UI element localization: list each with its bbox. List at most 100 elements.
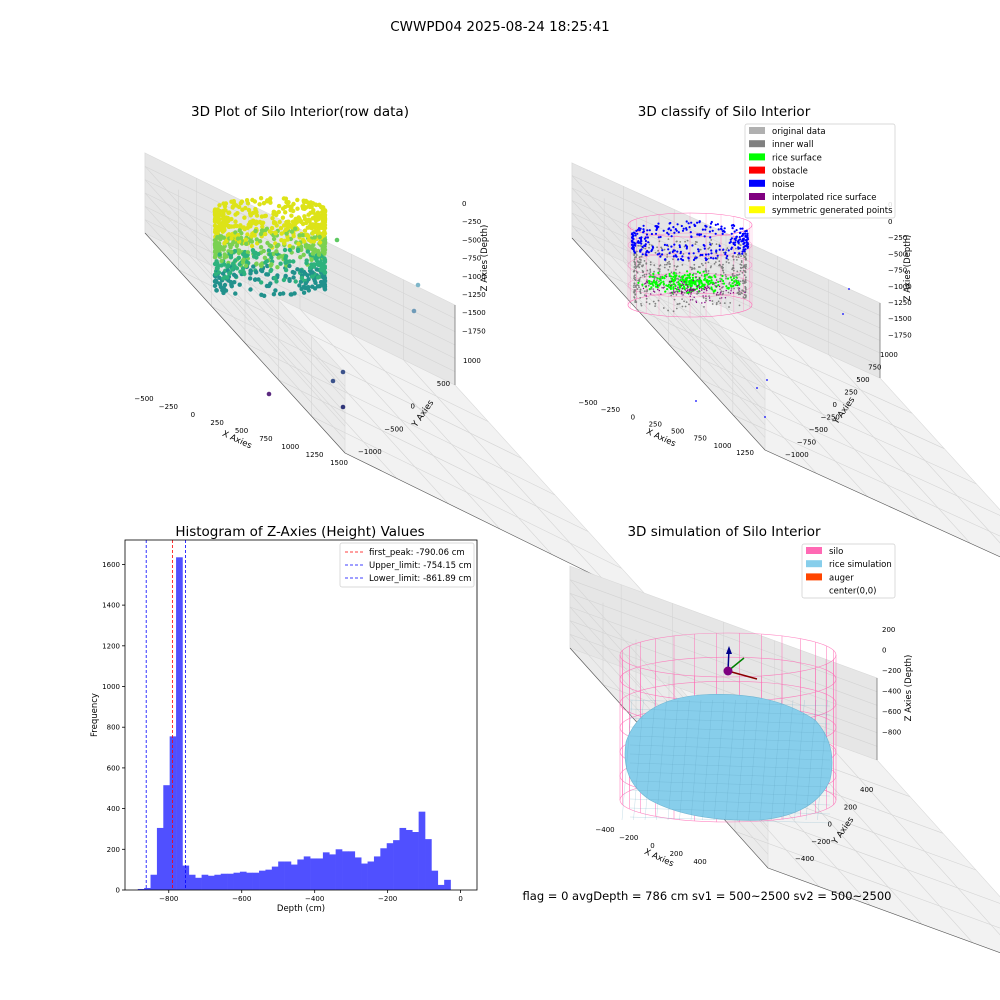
simulation-legend: silo rice simulation auger center(0,0) [801,543,896,599]
z-tick-label: −400 [882,688,901,696]
y-tick-label: 600 [107,764,120,772]
noise-point [741,227,744,230]
noise-point [673,249,676,252]
histogram-plot: −800 −600 −400 −200 0 0 200 400 600 800 1000 1200 14… [90,539,478,914]
interpolated-point [689,295,691,297]
rice-surface-point [672,272,675,275]
point [257,239,263,244]
point [252,199,258,204]
rice-surface-point [726,287,729,290]
inner-wall-point [740,255,742,257]
y-tick-label: −500 [384,425,403,433]
inner-wall-point [640,303,642,305]
inner-wall-point [681,264,684,266]
z-axis-label: Z Axies (Depth) [903,235,913,302]
inner-wall-point [693,263,696,266]
legend-label: center(0,0) [829,587,877,597]
inner-wall-point [739,244,742,247]
rice-mesh-line [629,780,831,788]
inner-wall-point [739,293,742,296]
point [275,265,280,270]
point [251,264,256,269]
point [245,250,251,255]
inner-wall-point [685,301,688,303]
noise-point [674,228,677,231]
noise-point [738,247,742,250]
inner-wall-point [638,278,641,281]
rice-surface-point [691,282,694,285]
inner-wall-point [736,270,739,273]
z-tick-label: 200 [882,626,895,634]
x-tick-label: 1000 [281,443,299,451]
z-tick-label: −1500 [462,309,486,317]
noise-point [745,241,748,244]
noise-point [694,224,697,227]
noise-point [636,228,640,231]
point [302,239,307,244]
inner-wall-point [648,243,651,246]
point [321,226,326,231]
rice-surface-point [722,279,725,283]
point [217,203,222,208]
interpolated-point [652,290,655,292]
inner-wall-point [639,276,642,279]
point [222,252,227,257]
noise-point [667,233,670,236]
inner-wall-point [719,288,721,291]
point [300,233,306,238]
point [225,218,231,223]
point [320,205,325,210]
histogram-bar [137,888,145,890]
inner-wall-point [663,266,666,269]
point [307,265,313,271]
legend-label: rice surface [772,153,822,163]
legend-swatch [806,573,822,581]
inner-wall-point [635,254,638,256]
point [285,237,290,242]
z-axis-label: Z Axies (Depth) [480,225,490,292]
inner-wall-point [633,258,636,261]
inner-wall-point [739,269,742,272]
inner-wall-point [666,262,669,264]
inner-wall-point [695,273,697,275]
interpolated-point [698,277,701,280]
inner-wall-point [675,281,678,284]
point [317,240,323,245]
inner-wall-point [715,273,717,275]
point [238,269,243,274]
point [295,206,300,211]
noise-point [739,227,742,230]
noise-point [678,246,682,249]
rice-surface-point [668,272,671,276]
rice-surface-point [722,282,726,285]
point [321,281,326,286]
inner-wall-point [708,241,711,244]
interpolated-point [646,281,648,283]
inner-wall-point [636,260,639,263]
inner-wall-point [736,259,738,261]
inner-wall-point [633,266,636,268]
inner-wall-point [737,293,740,296]
interpolated-point [689,289,691,291]
interpolated-point [687,285,689,288]
legend-label: Upper_limit: -754.15 cm [369,561,472,571]
noise-point [743,241,746,244]
point [304,260,309,266]
noise-point [741,252,744,255]
rice-surface-point [641,283,644,286]
inner-wall-point [669,263,671,265]
histogram-bar [348,851,356,890]
inner-wall-point [743,266,746,268]
point [259,280,264,285]
interpolated-point [680,293,683,295]
inner-wall-point [653,264,656,267]
inner-wall-point [745,276,747,279]
inner-wall-point [732,264,735,267]
rice-surface-point [669,285,673,289]
inner-wall-point [681,305,684,308]
inner-wall-point [744,278,747,281]
inner-wall-point [633,282,636,285]
point [276,242,281,248]
point [303,271,308,276]
point [227,224,232,229]
